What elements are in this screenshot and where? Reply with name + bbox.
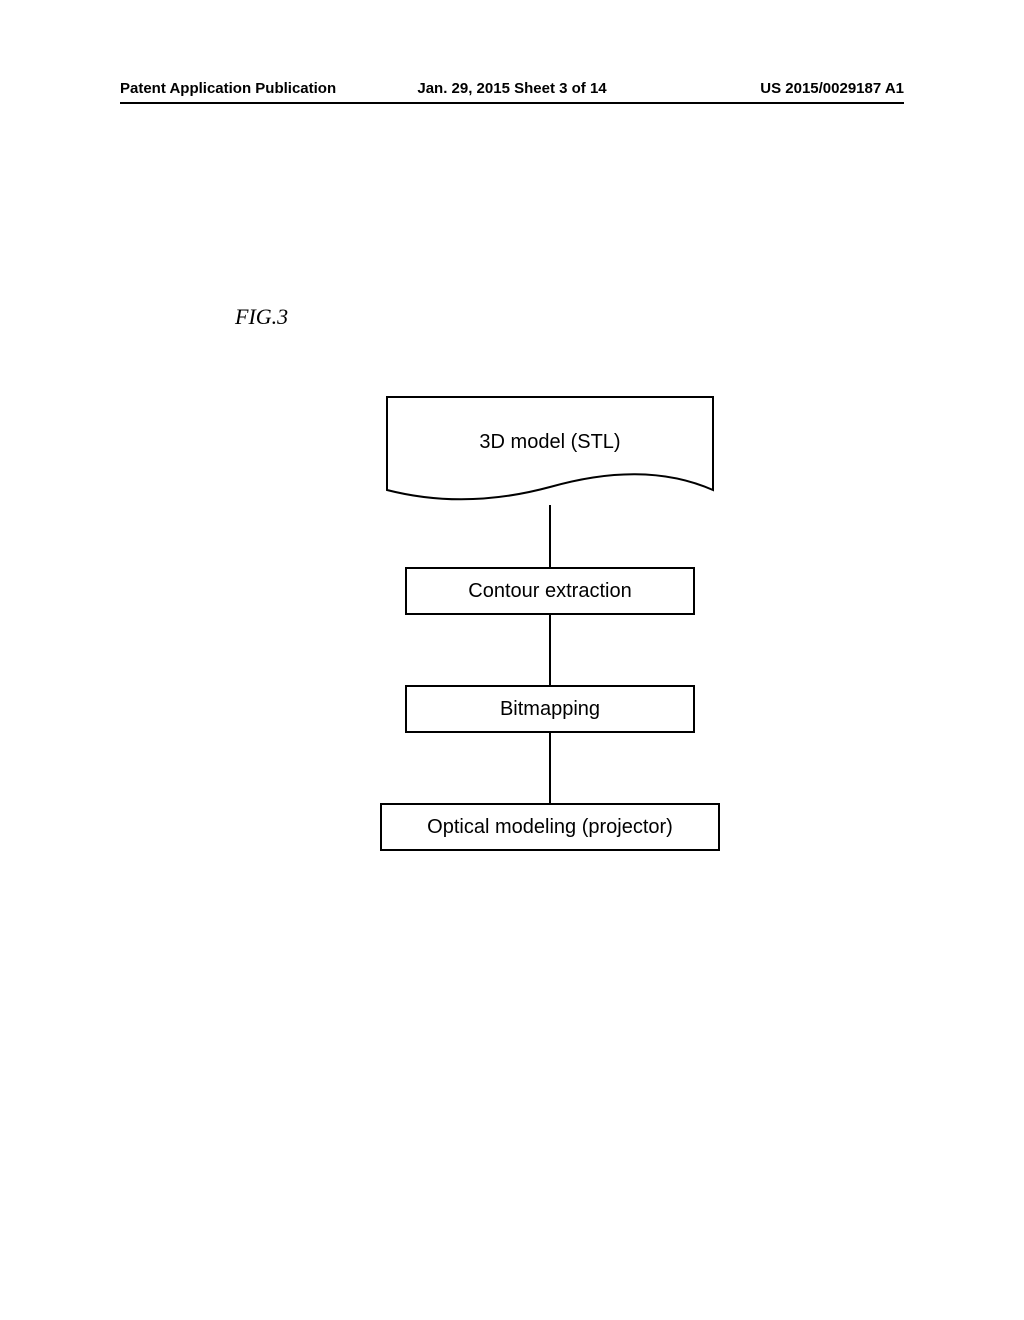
flowchart-connector [549, 615, 551, 685]
header-left: Patent Application Publication [120, 80, 336, 97]
node-label: 3D model (STL) [385, 431, 715, 454]
header-right: US 2015/0029187 A1 [760, 80, 904, 97]
header-center: Jan. 29, 2015 Sheet 3 of 14 [417, 80, 606, 97]
flowchart-connector [549, 733, 551, 803]
header-divider [120, 102, 904, 104]
node-label: Bitmapping [500, 698, 600, 721]
figure-label: FIG.3 [235, 304, 288, 330]
flowchart-connector [549, 505, 551, 567]
flowchart-node-rect: Bitmapping [405, 685, 695, 733]
node-label: Contour extraction [468, 580, 631, 603]
flowchart-node-document: 3D model (STL) [385, 395, 715, 505]
flowchart-node-rect: Contour extraction [405, 567, 695, 615]
page-header: Patent Application Publication Jan. 29, … [0, 80, 1024, 97]
flowchart-node-rect-wide: Optical modeling (projector) [380, 803, 720, 851]
flowchart-diagram: 3D model (STL) Contour extraction Bitmap… [365, 395, 735, 851]
node-label: Optical modeling (projector) [427, 816, 673, 839]
